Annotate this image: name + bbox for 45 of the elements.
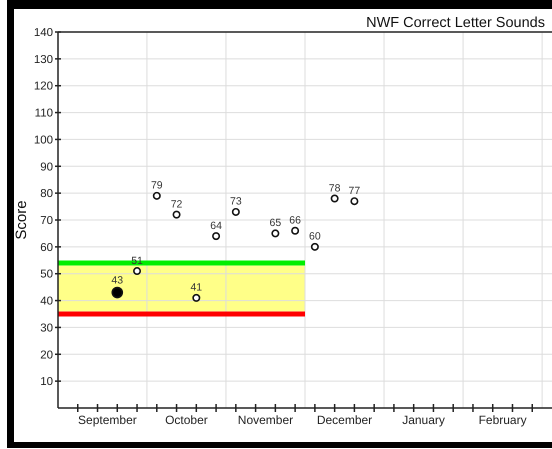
data-label: 77 [348,185,360,197]
x-tick-label: January [402,413,445,427]
y-axis-title: Score [13,200,30,240]
point [212,232,220,240]
point [232,208,240,216]
x-tick-label: September [78,413,137,427]
point [310,242,319,251]
x-tick-label: December [316,413,372,427]
y-tick-label: 10 [40,376,53,388]
y-tick-label: 40 [40,296,53,308]
y-tick-label: 140 [34,27,53,39]
point [350,197,358,206]
y-tick-label: 110 [34,108,53,120]
data-label: 43 [111,274,124,287]
y-tick-label: 50 [40,268,53,281]
x-tick-label: February [478,413,527,427]
point [271,229,280,238]
data-label: 79 [150,180,163,192]
y-tick-label: 80 [40,188,53,200]
y-tick-label: 130 [34,54,53,66]
data-label: 65 [270,217,282,230]
point [330,194,339,203]
x-tick-label: October [165,413,208,427]
point [291,226,300,235]
data-label: 66 [289,214,302,227]
chart-title: NWF Correct Letter Sounds [366,15,545,31]
y-tick-label: 120 [34,80,53,93]
point [172,210,181,219]
data-label: 78 [328,182,341,194]
y-tick-label: 70 [40,215,53,227]
data-label: 60 [309,230,321,243]
point [111,286,124,298]
y-tick-label: 60 [40,242,53,254]
x-tick-label: November [238,413,294,427]
data-label: 72 [170,198,183,210]
y-tick-label: 100 [34,134,53,146]
data-label: 64 [210,220,222,232]
y-tick-label: 20 [40,349,53,362]
data-label: 73 [230,196,242,208]
data-label: 41 [190,282,202,294]
point [133,267,142,276]
point [192,294,200,302]
y-tick-label: 30 [40,322,53,334]
point [152,192,161,200]
y-tick-label: 90 [40,161,53,174]
